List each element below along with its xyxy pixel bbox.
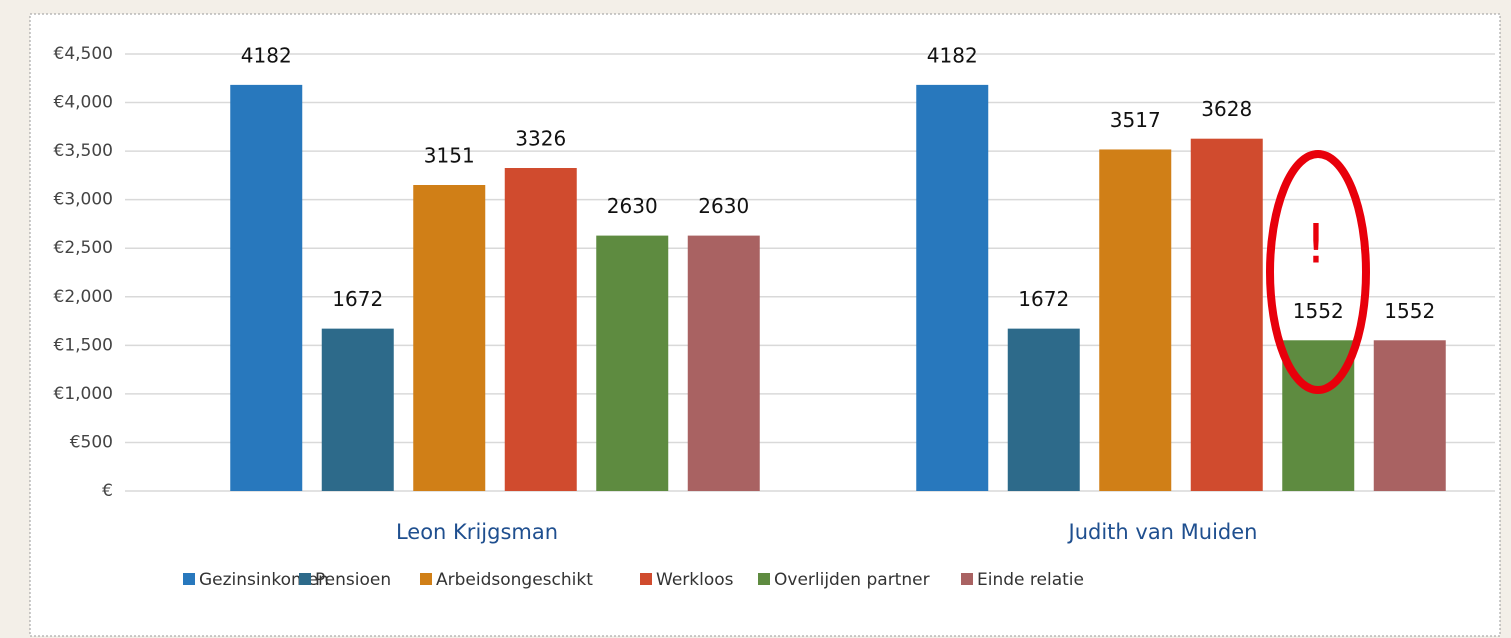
y-tick-label: €3,000 xyxy=(54,190,113,210)
bar xyxy=(687,235,760,491)
data-label: 1672 xyxy=(1018,287,1069,311)
bar xyxy=(596,235,669,491)
bar xyxy=(504,168,577,492)
bar xyxy=(1007,328,1080,491)
y-tick-label: €500 xyxy=(70,432,113,452)
legend-label: Overlijden partner xyxy=(774,570,930,590)
data-label: 2630 xyxy=(607,194,658,218)
bar xyxy=(1099,149,1172,492)
bar xyxy=(413,185,486,492)
data-label: 3517 xyxy=(1110,108,1161,132)
data-label: 3326 xyxy=(515,127,566,151)
grid: € €500 €1,000 €1,500 €2,000 €2,500 €3,000 €3,50… xyxy=(54,44,1495,501)
legend-swatch xyxy=(420,573,432,585)
y-tick-label: €1,500 xyxy=(54,335,113,355)
legend-label: Arbeidsongeschikt xyxy=(436,570,593,590)
y-tick-label: €2,500 xyxy=(54,238,113,258)
y-tick-label: €4,500 xyxy=(54,44,113,64)
legend-swatch xyxy=(183,573,195,585)
bars: Leon Krijgsman 4182 1672 3151 3326 2630 2630 Ju… xyxy=(230,43,1446,544)
data-label: 3151 xyxy=(424,144,475,168)
bar xyxy=(1282,340,1355,491)
data-label: 4182 xyxy=(241,43,292,67)
legend-swatch xyxy=(640,573,652,585)
legend-label: Einde relatie xyxy=(977,570,1084,590)
bar xyxy=(321,328,394,491)
y-tick-label: € xyxy=(102,481,113,501)
y-tick-label: €3,500 xyxy=(54,141,113,161)
data-label: 1552 xyxy=(1293,299,1344,323)
annotation: ! xyxy=(1305,213,1327,276)
legend-swatch xyxy=(299,573,311,585)
legend-swatch xyxy=(758,573,770,585)
data-label: 1552 xyxy=(1384,299,1435,323)
data-label: 3628 xyxy=(1201,97,1252,121)
data-label: 1672 xyxy=(332,287,383,311)
bar xyxy=(230,84,303,491)
bar xyxy=(1190,138,1263,491)
highlight-ellipse xyxy=(1266,150,1370,394)
y-tick-label: €1,000 xyxy=(54,384,113,404)
category-label: Leon Krijgsman xyxy=(396,520,558,544)
legend-swatch xyxy=(961,573,973,585)
data-label: 4182 xyxy=(927,43,978,67)
y-tick-label: €4,000 xyxy=(54,93,113,113)
legend-label: Gezinsinkomen xyxy=(199,570,329,590)
legend-label: Werkloos xyxy=(656,570,734,590)
y-tick-label: €2,000 xyxy=(54,287,113,307)
data-label: 2630 xyxy=(698,194,749,218)
category-label: Judith van Muiden xyxy=(1067,520,1258,544)
bar xyxy=(1373,340,1446,491)
legend-label: Pensioen xyxy=(315,570,391,590)
bar xyxy=(916,84,989,491)
